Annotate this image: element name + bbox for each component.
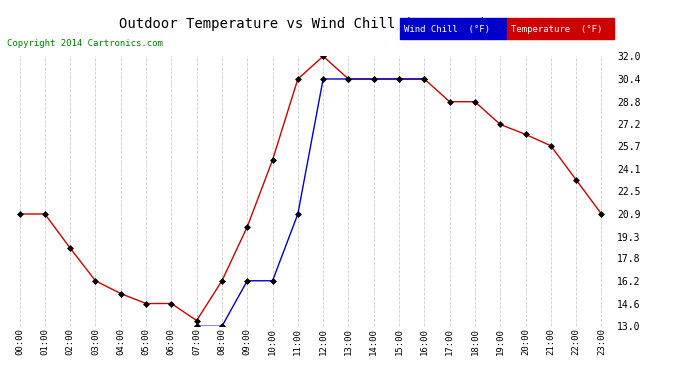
Text: Outdoor Temperature vs Wind Chill (24 Hours)  20141126: Outdoor Temperature vs Wind Chill (24 Ho…	[119, 17, 571, 31]
Text: Wind Chill  (°F): Wind Chill (°F)	[404, 25, 490, 34]
Text: Copyright 2014 Cartronics.com: Copyright 2014 Cartronics.com	[7, 39, 163, 48]
Text: Temperature  (°F): Temperature (°F)	[511, 25, 602, 34]
